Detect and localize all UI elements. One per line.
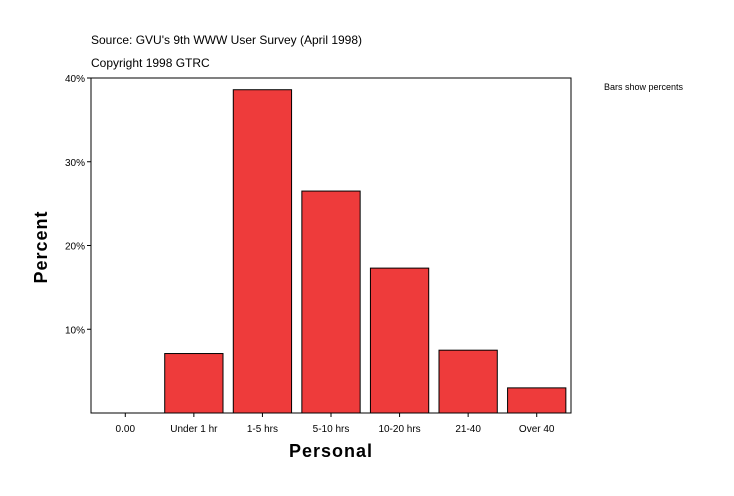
bar	[301, 190, 361, 414]
x-tick-label: 0.00	[116, 424, 136, 435]
x-tick-label: 5-10 hrs	[313, 424, 350, 435]
x-axis-label: Personal	[289, 441, 373, 461]
bar	[164, 353, 224, 414]
x-tick-label: 1-5 hrs	[247, 424, 278, 435]
bar	[507, 387, 567, 414]
source-line: Source: GVU's 9th WWW User Survey (April…	[91, 33, 363, 47]
x-tick-label: Under 1 hr	[170, 424, 218, 435]
y-tick-label: 30%	[65, 158, 85, 169]
copyright-line: Copyright 1998 GTRC	[91, 56, 210, 70]
bars	[164, 89, 567, 414]
x-axis: 0.00 Under 1 hr 1-5 hrs 5-10 hrs 10-20 hrs 21…	[116, 413, 555, 435]
bar	[369, 267, 430, 414]
y-tick-label: 10%	[65, 325, 85, 336]
y-axis: 10% 20% 30% 40%	[65, 74, 91, 336]
x-tick-label: 21-40	[455, 424, 481, 435]
chart-note: Bars show percents	[604, 82, 684, 92]
y-tick-label: 20%	[65, 242, 85, 253]
x-tick-label: 10-20 hrs	[378, 424, 420, 435]
y-tick-label: 40%	[65, 74, 85, 85]
bar	[438, 349, 498, 414]
x-tick-label: Over 40	[519, 424, 555, 435]
y-axis-label: Percent	[31, 210, 51, 283]
bar	[232, 89, 293, 414]
